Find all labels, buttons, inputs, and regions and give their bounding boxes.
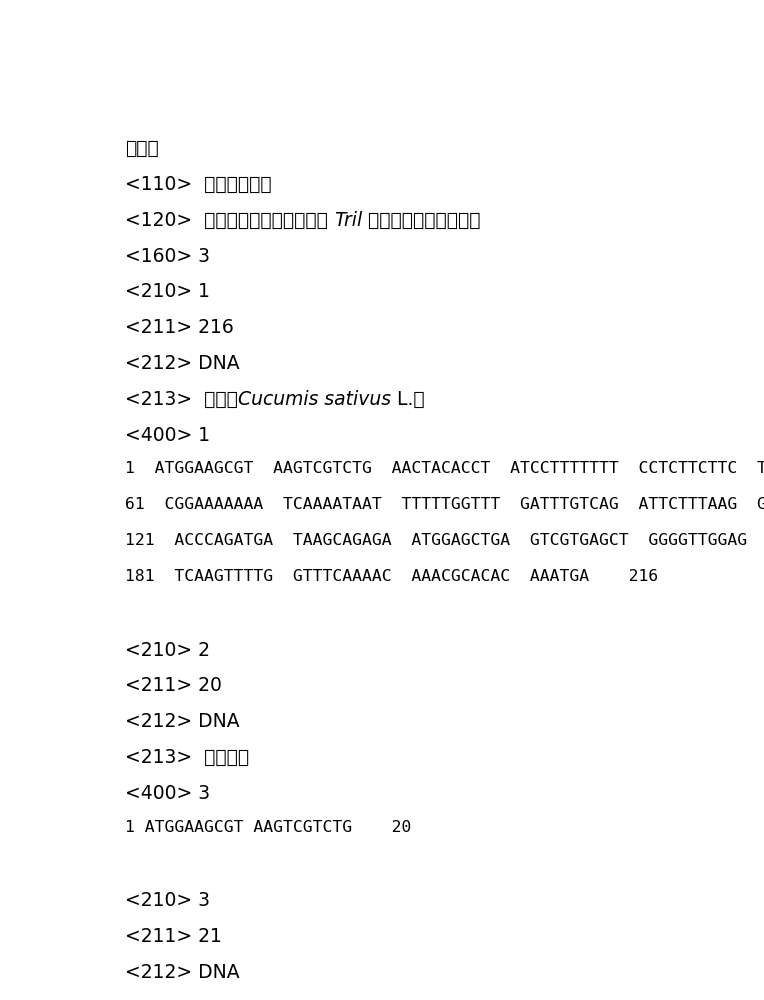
Text: <210> 2: <210> 2 <box>125 641 210 660</box>
Text: <213>  人工序列: <213> 人工序列 <box>125 748 249 767</box>
Text: <210> 1: <210> 1 <box>125 282 210 301</box>
Text: 181  TCAAGTTTTG  GTTTCAAAAC  AAACGCACAC  AAATGA    216: 181 TCAAGTTTTG GTTTCAAAAC AAACGCACAC AAA… <box>125 569 659 584</box>
Text: <211> 216: <211> 216 <box>125 318 234 337</box>
Text: <120>  与控制黄瓜果刺有无基因: <120> 与控制黄瓜果刺有无基因 <box>125 211 334 230</box>
Text: <212> DNA: <212> DNA <box>125 712 240 731</box>
Text: 121  ACCCAGATGA  TAAGCAGAGA  ATGGAGCTGA  GTCGTGAGCT  GGGGTTGGAG  CCATTGCAAG: 121 ACCCAGATGA TAAGCAGAGA ATGGAGCTGA GTC… <box>125 533 764 548</box>
Text: <211> 20: <211> 20 <box>125 676 222 695</box>
Text: 1  ATGGAAGCGT  AAGTCGTCTG  AACTACACCT  ATCCTTTTTTT  CCTCTTCTTC  TTCATTTCAA: 1 ATGGAAGCGT AAGTCGTCTG AACTACACCT ATCCT… <box>125 461 764 476</box>
Text: <400> 3: <400> 3 <box>125 784 210 803</box>
Text: 共分离的显性分子标记: 共分离的显性分子标记 <box>362 211 481 230</box>
Text: L.）: L.） <box>391 390 425 409</box>
Text: <212> DNA: <212> DNA <box>125 963 240 982</box>
Text: <400> 1: <400> 1 <box>125 426 210 445</box>
Text: <210> 3: <210> 3 <box>125 891 210 910</box>
Text: <212> DNA: <212> DNA <box>125 354 240 373</box>
Text: <213>  黄瓜（: <213> 黄瓜（ <box>125 390 238 409</box>
Text: 1 ATGGAAGCGT AAGTCGTCTG    20: 1 ATGGAAGCGT AAGTCGTCTG 20 <box>125 820 412 835</box>
Text: <160> 3: <160> 3 <box>125 247 210 266</box>
Text: 61  CGGAAAAAAA  TCAAAATAAT  TTTTTGGTTT  GATTTGTCAG  ATTCTTTAAG  GAATGTCCTC: 61 CGGAAAAAAA TCAAAATAAT TTTTTGGTTT GATT… <box>125 497 764 512</box>
Text: <211> 21: <211> 21 <box>125 927 222 946</box>
Text: Tril: Tril <box>334 211 362 230</box>
Text: Cucumis sativus: Cucumis sativus <box>238 390 391 409</box>
Text: <213>  人工序列: <213> 人工序列 <box>125 999 249 1000</box>
Text: <110>  上海交通大学: <110> 上海交通大学 <box>125 175 272 194</box>
Text: 序列表: 序列表 <box>125 139 159 158</box>
